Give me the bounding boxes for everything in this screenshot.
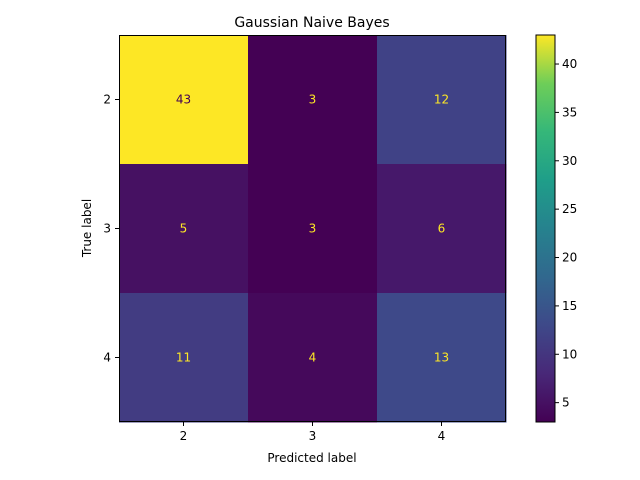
x-tick-label: 4: [438, 429, 446, 443]
cell-value-label: 4: [309, 351, 317, 365]
cell-value-label: 12: [434, 93, 449, 107]
cell-value-label: 3: [309, 222, 317, 236]
cell-value-label: 6: [438, 222, 446, 236]
heatmap-cell: [248, 164, 378, 294]
cell-value-label: 3: [309, 93, 317, 107]
colorbar-tick-label: 10: [562, 347, 577, 361]
y-tick-label: 2: [103, 93, 111, 107]
colorbar-ticks: 5 10 15 20 25 30 35 40: [555, 57, 577, 410]
x-axis-ticks: 2 3 4: [180, 422, 446, 443]
y-axis-ticks: 2 3 4: [103, 93, 119, 365]
colorbar-tick-label: 35: [562, 105, 577, 119]
heatmap-cell: [119, 293, 249, 423]
cell-value-label: 11: [176, 351, 191, 365]
colorbar-frame: [535, 34, 556, 423]
heatmap-cells: [119, 35, 507, 423]
x-tick-label: 2: [180, 429, 188, 443]
x-axis-label: Predicted label: [267, 451, 356, 465]
heatmap-cell: [119, 164, 249, 294]
cell-value-labels: 43 3 12 5 3 6 11 4 13: [176, 93, 449, 365]
colorbar-tick-label: 5: [562, 396, 570, 410]
chart-title: Gaussian Naive Bayes: [234, 15, 389, 31]
heatmap-cell: [377, 164, 507, 294]
x-tick-label: 3: [309, 429, 317, 443]
heatmap-cell: [377, 293, 507, 423]
heatmap-cell: [119, 35, 249, 165]
y-axis-label: True label: [80, 199, 94, 258]
colorbar: [536, 35, 555, 422]
colorbar-tick-label: 40: [562, 57, 577, 71]
y-tick-label: 3: [103, 222, 111, 236]
cell-value-label: 5: [180, 222, 188, 236]
cell-value-label: 43: [176, 93, 191, 107]
colorbar-tick-label: 15: [562, 299, 577, 313]
heatmap-cell: [248, 293, 378, 423]
plot-frame: [119, 35, 506, 422]
cell-value-label: 13: [434, 351, 449, 365]
y-tick-label: 4: [103, 351, 111, 365]
colorbar-tick-label: 30: [562, 154, 577, 168]
colorbar-tick-label: 25: [562, 202, 577, 216]
heatmap-cell: [377, 35, 507, 165]
heatmap-cell: [248, 35, 378, 165]
colorbar-tick-label: 20: [562, 251, 577, 265]
